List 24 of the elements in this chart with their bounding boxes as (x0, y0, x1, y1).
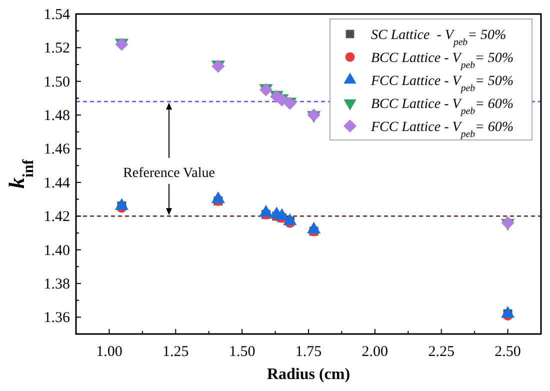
x-tick-label: 1.75 (295, 344, 322, 360)
x-tick-label: 1.50 (228, 344, 256, 360)
x-tick-label: 2.25 (428, 344, 454, 360)
y-tick-label: 1.44 (44, 175, 70, 192)
x-tick-label: 2.50 (494, 344, 521, 360)
legend-label: BCC Lattice - V$_{peb}$= 50% (371, 51, 514, 70)
x-tick-label: 2.00 (362, 344, 388, 360)
legend-label: BCC Lattice - V$_{peb}$= 60% (371, 97, 514, 116)
y-tick-label: 1.50 (44, 74, 70, 90)
x-tick-label: 1.00 (96, 344, 122, 360)
y-tick-label: 1.42 (44, 209, 70, 226)
annotation: Reference Value (123, 166, 215, 181)
legend-label: FCC Lattice - V$_{peb}$= 50% (370, 74, 514, 94)
x-axis-title: Radius (cm) (266, 366, 350, 383)
legend-label: SC Lattice - V$_{peb}$= 50% (371, 28, 506, 48)
legend-label: FCC Lattice - V$_{peb}$= 60% (370, 120, 514, 140)
y-tick-label: 1.54 (44, 7, 70, 23)
x-tick-label: 1.25 (162, 344, 189, 360)
y-tick-label: 1.46 (44, 142, 70, 158)
y-tick-label: 1.36 (44, 310, 70, 326)
y-tick-label: 1.38 (44, 276, 70, 292)
y-tick-label: 1.52 (44, 40, 70, 57)
y-tick-label: 1.40 (44, 242, 70, 259)
y-tick-label: 1.48 (44, 108, 70, 124)
